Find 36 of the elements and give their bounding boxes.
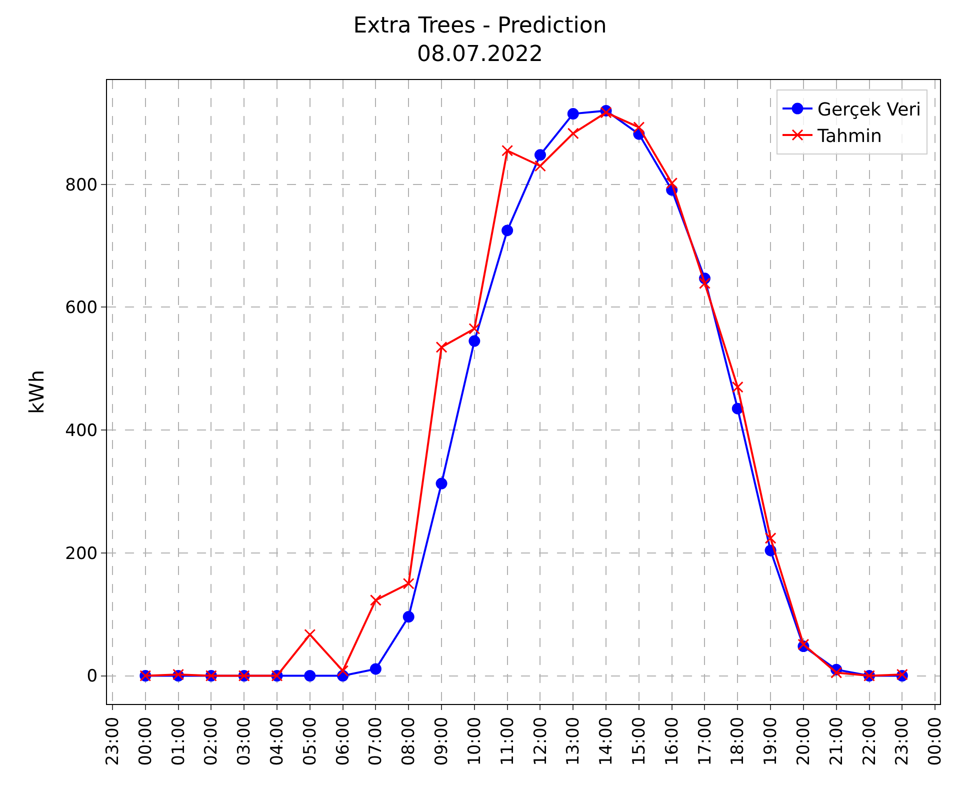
y-tick-label: 600 [65, 298, 98, 318]
x-tick-label: 17:00 [695, 716, 716, 766]
chart-title: Extra Trees - Prediction [353, 13, 607, 38]
x-tick-label: 06:00 [333, 716, 354, 766]
x-tick-label: 04:00 [268, 716, 288, 766]
x-tick-label: 03:00 [234, 716, 255, 766]
x-tick-label: 18:00 [728, 716, 748, 766]
x-tick-label: 19:00 [761, 716, 782, 766]
chart-subtitle: 08.07.2022 [417, 42, 543, 67]
x-tick-label: 13:00 [564, 716, 584, 766]
x-tick-label: 01:00 [168, 716, 189, 766]
x-tick-label: 22:00 [860, 716, 880, 766]
y-tick-label: 400 [65, 421, 98, 442]
x-tick-label: 07:00 [366, 716, 386, 766]
x-tick-label: 12:00 [530, 716, 551, 766]
legend-label: Tahmin [816, 126, 882, 147]
x-tick-label: 16:00 [662, 716, 682, 766]
x-tick-label: 05:00 [300, 716, 320, 766]
x-tick-label: 14:00 [596, 716, 617, 766]
x-tick-label: 15:00 [629, 716, 650, 766]
x-tick-label: 02:00 [202, 716, 222, 766]
x-tick-label: 10:00 [464, 716, 485, 766]
y-tick-label: 0 [86, 666, 98, 687]
x-tick-label: 23:00 [103, 716, 124, 766]
x-tick-label: 21:00 [826, 716, 847, 766]
x-tick-label: 08:00 [399, 716, 420, 766]
x-tick-label: 11:00 [498, 716, 518, 766]
x-tick-label: 00:00 [136, 716, 156, 766]
x-tick-label: 00:00 [926, 716, 946, 766]
x-tick-label: 20:00 [794, 716, 814, 766]
y-tick-label: 800 [65, 175, 98, 196]
y-axis-title: kWh [24, 370, 49, 414]
x-tick-label: 09:00 [432, 716, 452, 766]
legend-label: Gerçek Veri [818, 100, 922, 121]
y-tick-label: 200 [65, 544, 98, 564]
x-tick-label: 23:00 [892, 716, 913, 766]
